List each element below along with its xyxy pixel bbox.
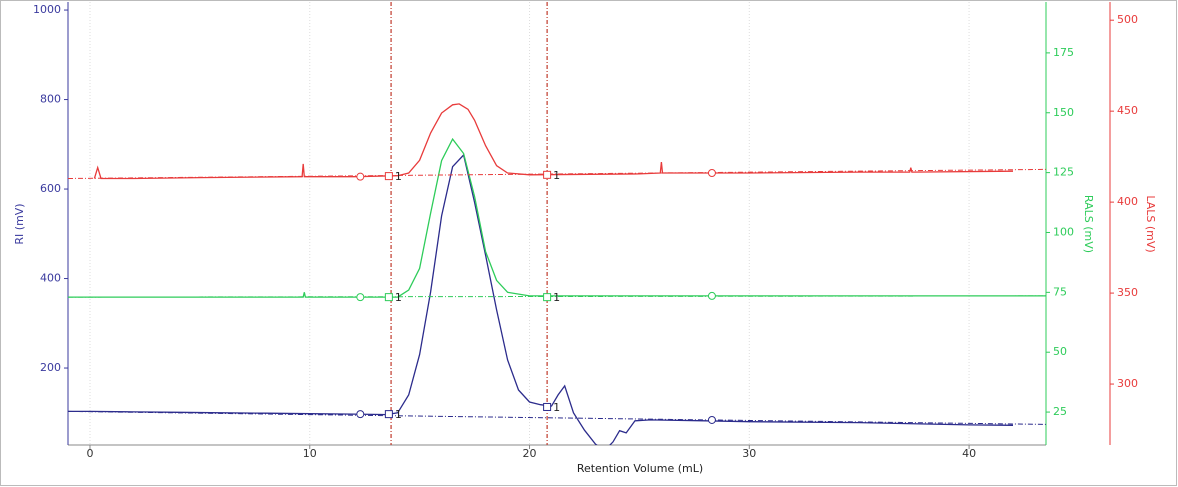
y-tick-label: 200 — [40, 361, 61, 374]
y2-tick-label: 100 — [1053, 225, 1074, 238]
marker-label: 1 — [553, 401, 560, 414]
marker-circle — [707, 169, 716, 178]
y2-axis-label: RALS (mV) — [1082, 195, 1095, 253]
y-tick-label: 800 — [40, 93, 61, 106]
y-axis-label: RI (mV) — [13, 203, 26, 244]
y-tick-label: 600 — [40, 182, 61, 195]
y2-tick-label: 50 — [1053, 345, 1067, 358]
y2-tick-label: 125 — [1053, 166, 1074, 179]
marker-label: 1 — [553, 291, 560, 304]
series-line — [68, 137, 1046, 298]
y3-tick-label: 450 — [1117, 104, 1138, 117]
y3-tick-label: 300 — [1117, 377, 1138, 390]
y3-tick-label: 350 — [1117, 286, 1138, 299]
y3-tick-label: 400 — [1117, 195, 1138, 208]
marker-square — [543, 293, 552, 302]
marker-square — [543, 402, 552, 411]
marker-circle — [356, 293, 365, 302]
marker-square — [384, 410, 393, 419]
series-line — [68, 153, 1014, 445]
x-tick-label: 30 — [742, 447, 756, 460]
y3-axis-label: LALS (mV) — [1144, 195, 1157, 252]
y-tick-label: 400 — [40, 272, 61, 285]
marker-circle — [707, 415, 716, 424]
marker-circle — [707, 291, 716, 300]
x-tick-label: 20 — [523, 447, 537, 460]
y2-tick-label: 175 — [1053, 46, 1074, 59]
y3-tick-label: 500 — [1117, 13, 1138, 26]
x-axis-label: Retention Volume (mL) — [577, 462, 703, 475]
marker-circle — [356, 410, 365, 419]
marker-circle — [356, 172, 365, 181]
baseline — [68, 410, 1046, 425]
y-tick-label: 1000 — [33, 3, 61, 16]
marker-square — [384, 172, 393, 181]
marker-label: 1 — [553, 169, 560, 182]
x-tick-label: 0 — [86, 447, 93, 460]
x-tick-label: 40 — [962, 447, 976, 460]
marker-square — [384, 293, 393, 302]
series-line — [93, 103, 1014, 180]
plot-area: 1 1 1 1 1 1 — [68, 2, 1046, 445]
marker-square — [543, 170, 552, 179]
y2-tick-label: 25 — [1053, 405, 1067, 418]
x-tick-label: 10 — [303, 447, 317, 460]
marker-label: 1 — [395, 170, 402, 183]
marker-label: 1 — [395, 291, 402, 304]
y2-tick-label: 150 — [1053, 106, 1074, 119]
marker-label: 1 — [395, 408, 402, 421]
y2-tick-label: 75 — [1053, 285, 1067, 298]
